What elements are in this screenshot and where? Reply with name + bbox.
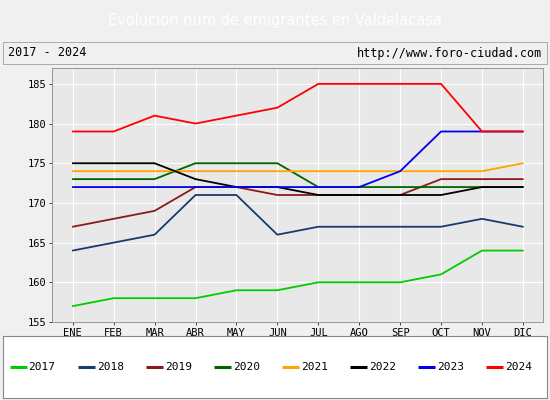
Text: 2021: 2021 (301, 362, 328, 372)
Text: 2018: 2018 (97, 362, 124, 372)
Text: 2022: 2022 (369, 362, 396, 372)
Text: 2017: 2017 (29, 362, 56, 372)
Text: 2020: 2020 (233, 362, 260, 372)
Text: 2023: 2023 (437, 362, 464, 372)
Text: http://www.foro-ciudad.com: http://www.foro-ciudad.com (356, 46, 542, 60)
Text: Evolucion num de emigrantes en Valdelacasa: Evolucion num de emigrantes en Valdelaca… (108, 14, 442, 28)
Text: 2017 - 2024: 2017 - 2024 (8, 46, 86, 60)
Text: 2019: 2019 (165, 362, 192, 372)
Text: 2024: 2024 (505, 362, 532, 372)
